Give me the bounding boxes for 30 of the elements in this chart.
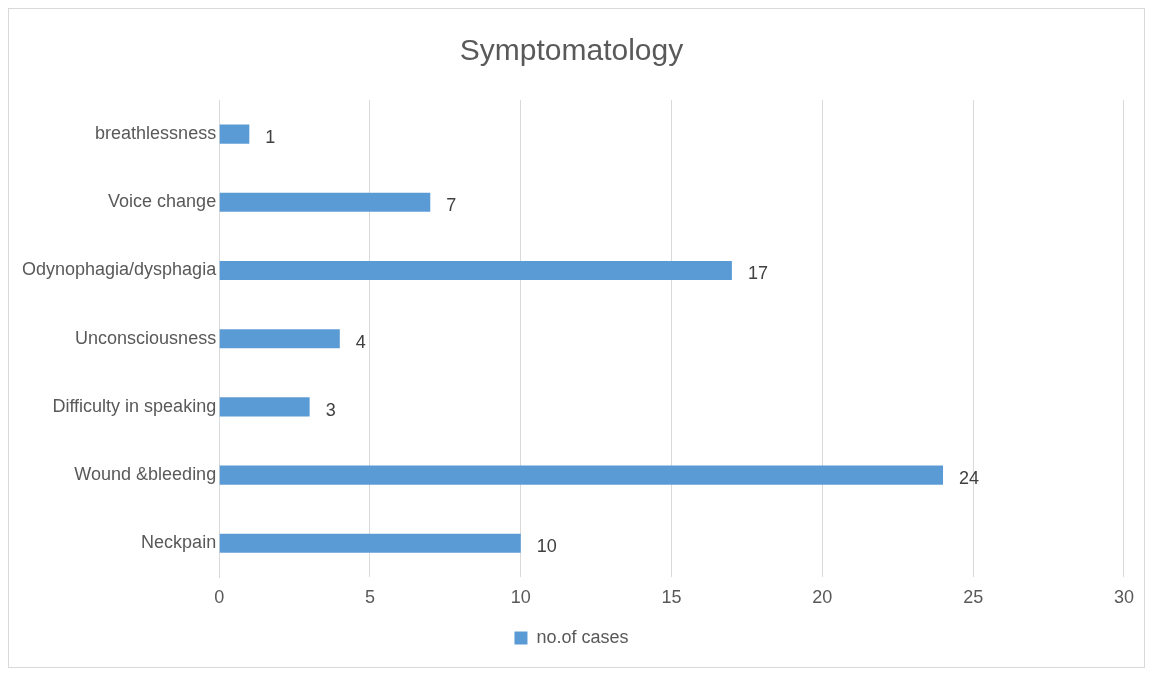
chart-title: Symptomatology [459, 33, 684, 67]
x-tick-label: 25 [963, 587, 984, 608]
y-tick-label: Wound &bleeding [74, 464, 217, 485]
y-tick-label: Difficulty in speaking [52, 395, 217, 416]
x-tick-label: 30 [1113, 587, 1134, 608]
data-label: 24 [959, 468, 980, 489]
y-tick-label: Unconsciousness [75, 327, 217, 348]
data-label: 1 [265, 127, 276, 148]
bar [219, 192, 431, 212]
x-tick-label: 10 [510, 587, 531, 608]
data-label: 10 [536, 536, 557, 557]
x-tick-label: 20 [812, 587, 833, 608]
x-tick-label: 15 [661, 587, 682, 608]
bar [219, 397, 310, 417]
y-tick-label: Voice change [108, 191, 217, 212]
bar [219, 260, 732, 281]
bar [219, 533, 521, 553]
data-label: 7 [446, 195, 457, 216]
x-tick-label: 0 [214, 587, 225, 608]
data-label: 17 [747, 263, 768, 284]
data-label: 3 [325, 399, 336, 420]
y-tick-label: Neckpain [141, 532, 217, 553]
bar [219, 465, 944, 485]
legend-label: no.of cases [536, 626, 629, 647]
y-tick-label: breathlessness [95, 123, 217, 144]
bar [219, 329, 340, 349]
data-label: 4 [355, 331, 366, 352]
y-tick-label: Odynophagia/dysphagia [21, 259, 218, 280]
x-tick-label: 5 [364, 587, 375, 608]
bar [219, 124, 250, 144]
